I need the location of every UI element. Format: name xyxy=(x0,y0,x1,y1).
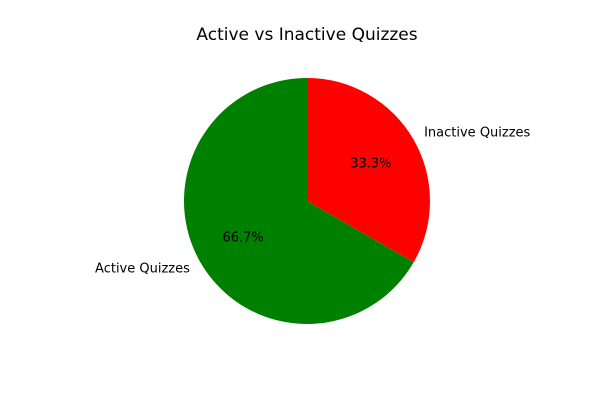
slice-label-inactive-quizzes: Inactive Quizzes xyxy=(424,126,530,141)
pie-slice-active-quizzes xyxy=(183,78,414,324)
chart-title: Active vs Inactive Quizzes xyxy=(196,25,417,45)
percent-label-active-quizzes: 66.7% xyxy=(222,230,263,245)
slice-label-active-quizzes: Active Quizzes xyxy=(95,261,190,276)
percent-label-inactive-quizzes: 33.3% xyxy=(350,157,391,172)
pie-slices xyxy=(183,78,430,324)
pie-slice-inactive-quizzes xyxy=(307,78,430,263)
pie-labels: Inactive Quizzes 33.3% Active Quizzes 66.7% xyxy=(95,126,531,277)
